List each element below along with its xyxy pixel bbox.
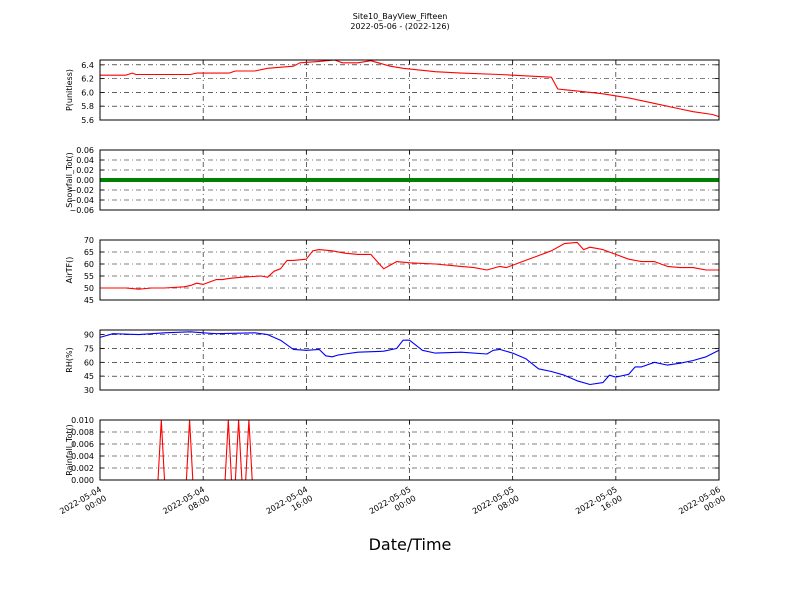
y-tick-label: 0.010 xyxy=(71,416,94,425)
y-tick-label: 0.004 xyxy=(71,452,94,461)
y-tick-label: −0.02 xyxy=(69,186,94,195)
x-tick-labels: 2022-05-0400:00 2022-05-0408:00 2022-05-04… xyxy=(58,485,727,525)
y-tick-label: 30 xyxy=(84,386,94,395)
y-tick-label: 50 xyxy=(84,284,94,293)
subplot-3: 70 65 60 55 50 45 AirTF() xyxy=(65,236,720,305)
x-tick-label: 2022-05-0500:00 xyxy=(368,485,418,525)
y-tick-label: 90 xyxy=(84,331,94,340)
y-tick-label: 6.2 xyxy=(81,75,94,84)
chart-title-line2: 2022-05-06 - (2022-126) xyxy=(350,22,449,31)
y-tick-label: 6.4 xyxy=(81,61,94,70)
x-tick-label: 2022-05-0416:00 xyxy=(265,485,315,525)
y-tick-label: 55 xyxy=(84,272,94,281)
y-tick-label: 0.008 xyxy=(71,428,94,437)
x-tick-label: 2022-05-0400:00 xyxy=(58,485,108,525)
y-tick-label: 45 xyxy=(84,372,94,381)
subplot-4: 90 75 60 45 30 RH(%) xyxy=(65,329,720,395)
subplot-5: 0.010 0.008 0.006 0.004 0.002 0.000Rainfall_T… xyxy=(65,416,720,485)
plot-frame xyxy=(99,59,720,121)
y-axis-label: Rainfall_Tot() xyxy=(65,424,74,476)
y-tick-label: 0.000 xyxy=(71,476,94,485)
y-axis-label: P(unitless) xyxy=(65,69,74,111)
y-tick-label: 65 xyxy=(84,248,94,257)
y-tick-label: 60 xyxy=(84,358,94,367)
x-tick-label: 2022-05-0408:00 xyxy=(161,485,211,525)
y-tick-label: 0.006 xyxy=(71,440,94,449)
y-tick-label: 5.8 xyxy=(81,102,94,111)
y-tick-label: 5.6 xyxy=(81,116,94,125)
y-tick-label: −0.06 xyxy=(69,206,94,215)
plot-frame xyxy=(99,239,720,301)
subplot-1: 6.4 6.2 6.0 5.8 5.6 P(unitless) xyxy=(65,59,720,125)
series-line xyxy=(99,331,720,386)
y-tick-label: 45 xyxy=(84,296,94,305)
x-tick-label: 2022-05-0516:00 xyxy=(574,485,624,525)
y-tick-label: 70 xyxy=(84,236,94,245)
y-tick-label: −0.04 xyxy=(69,196,94,205)
x-tick-label: 2022-05-0600:00 xyxy=(677,485,727,525)
y-tick-label: 0.02 xyxy=(76,166,94,175)
y-axis-label: AirTF() xyxy=(65,257,74,284)
y-axis-label: Snowfall_Tot() xyxy=(65,152,74,208)
plot-frame xyxy=(99,149,720,211)
y-tick-label: 0.00 xyxy=(76,176,94,185)
x-tick-label: 2022-05-0508:00 xyxy=(471,485,521,525)
plot-frame xyxy=(99,329,720,391)
y-tick-label: 6.0 xyxy=(81,88,94,97)
y-tick-label: 0.04 xyxy=(76,156,94,165)
x-axis-label: Date/Time xyxy=(369,535,452,554)
subplots: 6.46.26.05.85.6P(unitless)0.060.040.020.… xyxy=(58,59,727,525)
plot-frame xyxy=(99,419,720,481)
y-axis-label: RH(%) xyxy=(65,347,74,372)
subplot-2: 0.060.040.020.00−0.02−0.04−0.06Snowfall_… xyxy=(65,146,720,215)
series-line xyxy=(100,241,719,290)
series-line xyxy=(100,59,720,118)
y-tick-label: 0.06 xyxy=(76,146,94,155)
chart-title-line1: Site10_BayView_Fifteen xyxy=(353,12,448,21)
y-tick-label: 75 xyxy=(84,344,94,353)
y-tick-label: 60 xyxy=(84,260,94,269)
y-tick-label: 0.002 xyxy=(71,464,94,473)
